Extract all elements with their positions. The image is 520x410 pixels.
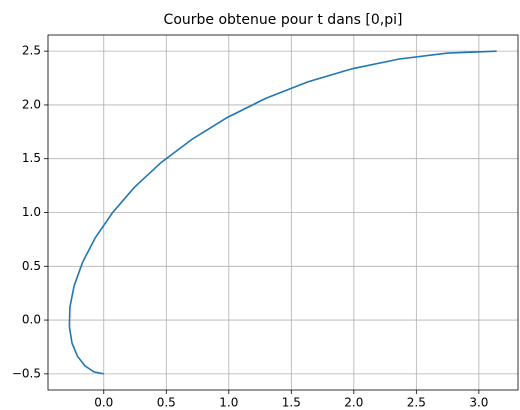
- y-tick-label: 2.5: [22, 44, 41, 58]
- y-tick-label: 0.0: [22, 313, 41, 327]
- x-tick-label: 0.0: [94, 396, 113, 410]
- x-tick-label: 3.0: [469, 396, 488, 410]
- chart-title: Courbe obtenue pour t dans [0,pi]: [164, 12, 403, 28]
- x-tick-label: 2.0: [344, 396, 363, 410]
- y-tick-label: 0.5: [22, 259, 41, 273]
- x-tick-label: 1.5: [282, 396, 301, 410]
- x-tick-label: 1.0: [219, 396, 238, 410]
- y-tick-label: 1.5: [22, 151, 41, 165]
- x-tick-label: 2.5: [407, 396, 426, 410]
- line-series: [68, 50, 497, 375]
- axes-frame: [47, 34, 519, 391]
- y-tick-label: −0.5: [12, 366, 41, 380]
- y-tick-label: 1.0: [22, 205, 41, 219]
- y-tick-label: 2.0: [22, 97, 41, 111]
- x-tick-label: 0.5: [157, 396, 176, 410]
